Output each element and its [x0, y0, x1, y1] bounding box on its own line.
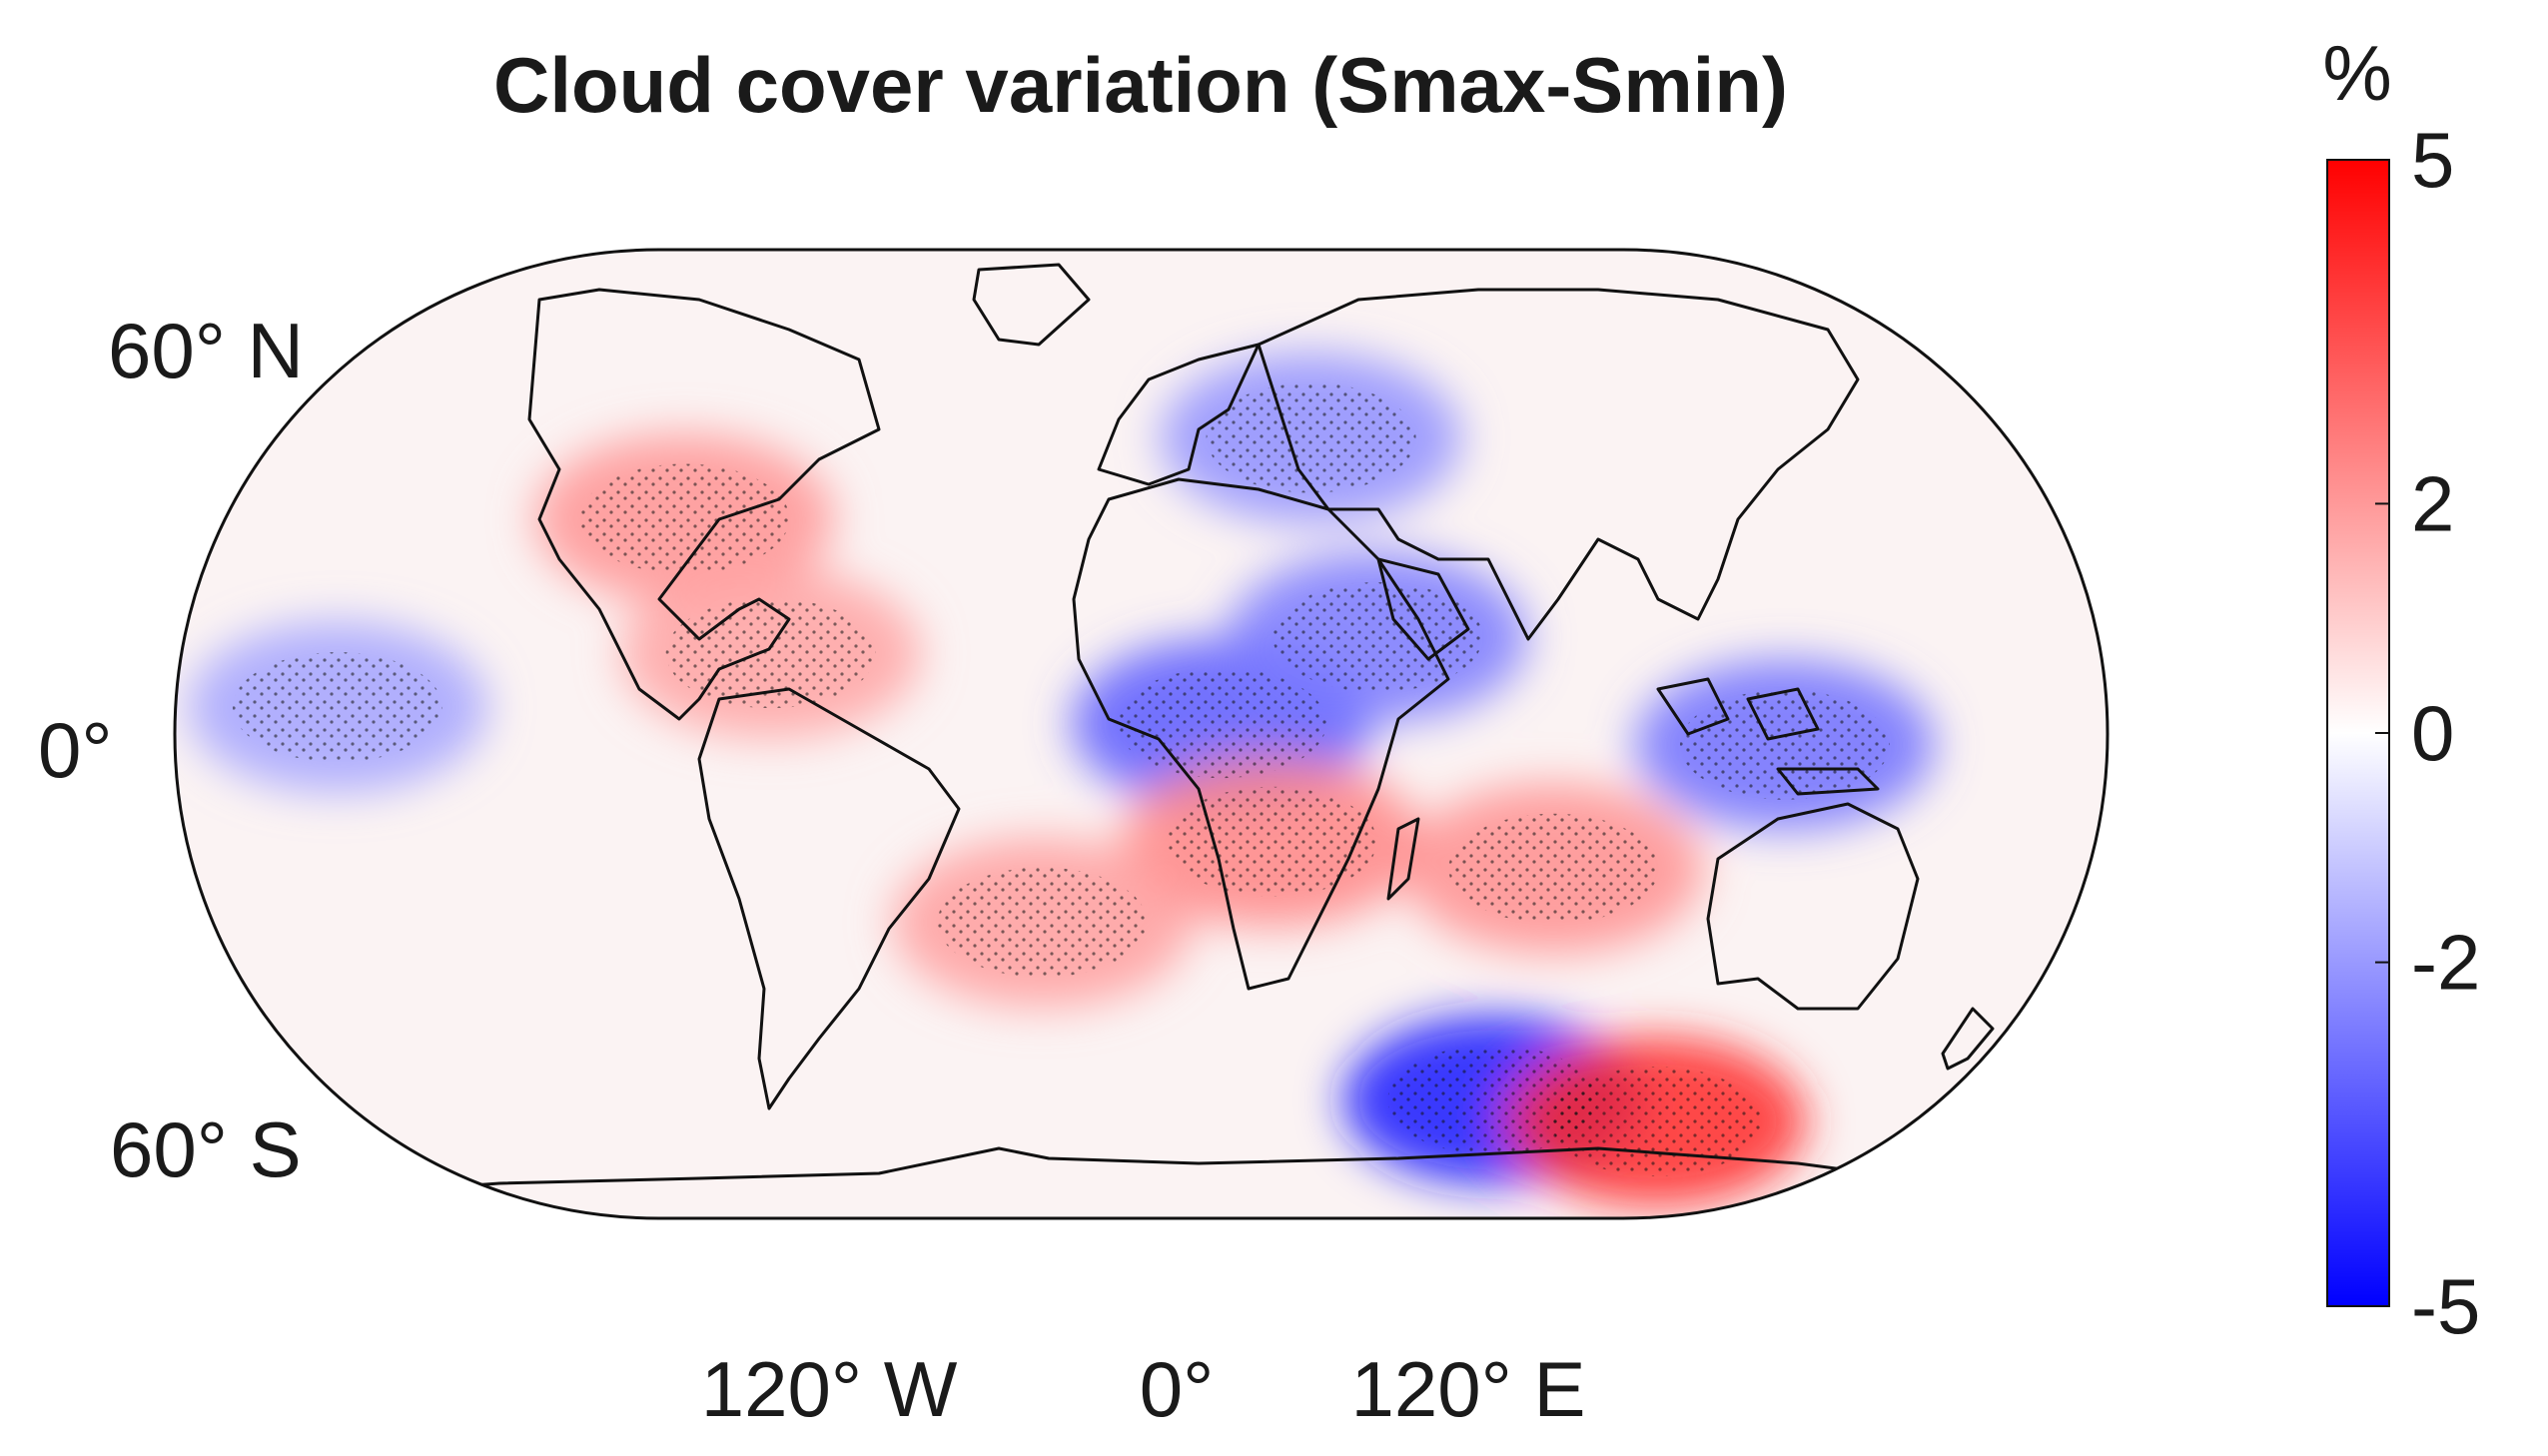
- stipple-region-1: [1273, 582, 1483, 692]
- stipple-region-6: [1167, 786, 1377, 897]
- stipple-region-2: [1680, 689, 1891, 800]
- stipple-region-4: [1206, 382, 1416, 493]
- stipple-region-11: [1551, 1067, 1762, 1176]
- colorbar-tick-label-4: -5: [2411, 1262, 2480, 1350]
- colorbar-ticks: 5 2 0 -2 -5: [2375, 116, 2480, 1350]
- lon-label-120e: 120° E: [1350, 1345, 1585, 1433]
- colorbar-tick-label-2: 0: [2411, 689, 2454, 777]
- map-title: Cloud cover variation (Smax-Smin): [493, 41, 1788, 129]
- stipple-region-3: [232, 652, 442, 763]
- map-area: [173, 248, 2110, 1220]
- longitude-labels: 120° W 0° 120° E: [701, 1345, 1586, 1433]
- colorbar-tick-label-1: 2: [2411, 459, 2454, 547]
- stipple-region-0: [1117, 668, 1327, 779]
- stipple-region-7: [937, 867, 1148, 978]
- lon-label-120w: 120° W: [701, 1345, 958, 1433]
- coastlines: [359, 263, 1995, 1195]
- stipple-region-10: [1387, 1045, 1598, 1155]
- lat-label-60s: 60° S: [110, 1105, 302, 1193]
- lat-label-60n: 60° N: [108, 307, 304, 394]
- colorbar-unit-label: %: [2322, 29, 2391, 117]
- map-frame: [173, 248, 2110, 1220]
- colorbar-tick-label-3: -2: [2411, 919, 2480, 1007]
- colorbar-tick-label-0: 5: [2411, 116, 2454, 204]
- lat-label-equator: 0°: [38, 706, 113, 794]
- colorbar: % 5 2 0 -2 -5: [2322, 29, 2480, 1350]
- lon-label-0: 0°: [1140, 1345, 1215, 1433]
- stipple-region-5: [579, 463, 790, 574]
- stipple-region-8: [1448, 813, 1659, 924]
- latitude-labels: 60° N 0° 60° S: [38, 307, 304, 1193]
